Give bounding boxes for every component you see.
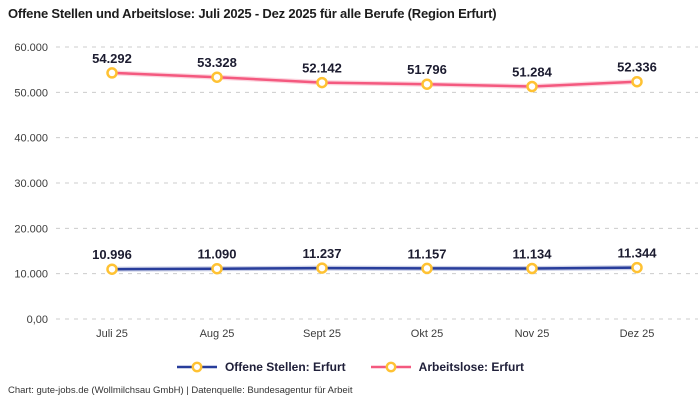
- chart-source-footer: Chart: gute-jobs.de (Wollmilchsau GmbH) …: [8, 385, 353, 396]
- data-point-label: 11.344: [617, 246, 657, 261]
- legend-swatch-offene-stellen: [176, 361, 217, 373]
- legend-item-arbeitslose[interactable]: Arbeitslose: Erfurt: [370, 360, 524, 374]
- series-line: [110, 266, 639, 271]
- data-point-label: 11.157: [407, 246, 446, 261]
- data-point-marker: [421, 78, 433, 90]
- data-point-label: 11.134: [512, 247, 552, 262]
- y-tick-label: 30.000: [14, 178, 48, 190]
- data-point-marker: [211, 262, 223, 275]
- x-tick-label: Juli 25: [96, 328, 128, 340]
- data-point-marker: [631, 75, 643, 88]
- legend-item-offene-stellen[interactable]: Offene Stellen: Erfurt: [176, 360, 346, 374]
- data-point-marker: [106, 263, 118, 275]
- data-point-label: 10.996: [92, 247, 132, 262]
- data-point-marker: [526, 262, 538, 275]
- y-tick-label: 10.000: [14, 269, 48, 281]
- data-point-label: 51.796: [407, 62, 447, 77]
- y-tick-label: 60.000: [14, 42, 48, 54]
- data-point-marker: [316, 262, 328, 274]
- legend-label-arbeitslose: Arbeitslose: Erfurt: [418, 360, 525, 374]
- x-tick-label: Dez 25: [620, 328, 655, 340]
- y-tick-label: 0,00: [27, 314, 48, 326]
- data-point-marker: [106, 67, 118, 79]
- data-point-marker: [526, 80, 538, 93]
- data-point-marker: [316, 76, 328, 89]
- x-tick-label: Nov 25: [515, 328, 550, 340]
- data-point-label: 11.237: [302, 246, 341, 261]
- series-line: [110, 71, 639, 88]
- line-chart: 0,00 10.000 20.000 30.000 40.000 50.000 60.000…: [14, 42, 698, 340]
- x-tick-label: Okt 25: [411, 328, 443, 340]
- data-point-label: 53.328: [197, 55, 237, 70]
- chart-legend: Offene Stellen: Erfurt Arbeitslose: Erfu…: [0, 360, 700, 374]
- legend-label-offene-stellen: Offene Stellen: Erfurt: [224, 360, 346, 374]
- data-point-label: 54.292: [92, 51, 132, 66]
- y-tick-label: 20.000: [14, 223, 48, 235]
- x-tick-label: Aug 25: [200, 328, 235, 340]
- x-tick-label: Sept 25: [303, 328, 341, 340]
- data-point-marker: [421, 262, 433, 275]
- data-point-label: 11.090: [197, 247, 236, 262]
- data-point-label: 51.284: [512, 65, 553, 80]
- legend-swatch-arbeitslose: [370, 361, 411, 373]
- y-tick-label: 50.000: [14, 87, 48, 99]
- data-point-label: 52.336: [617, 60, 657, 75]
- y-tick-label: 40.000: [14, 133, 48, 145]
- data-point-marker: [211, 71, 223, 83]
- chart-title: Offene Stellen und Arbeitslose: Juli 202…: [8, 6, 497, 21]
- data-point-label: 52.142: [302, 61, 342, 76]
- data-point-marker: [631, 261, 643, 274]
